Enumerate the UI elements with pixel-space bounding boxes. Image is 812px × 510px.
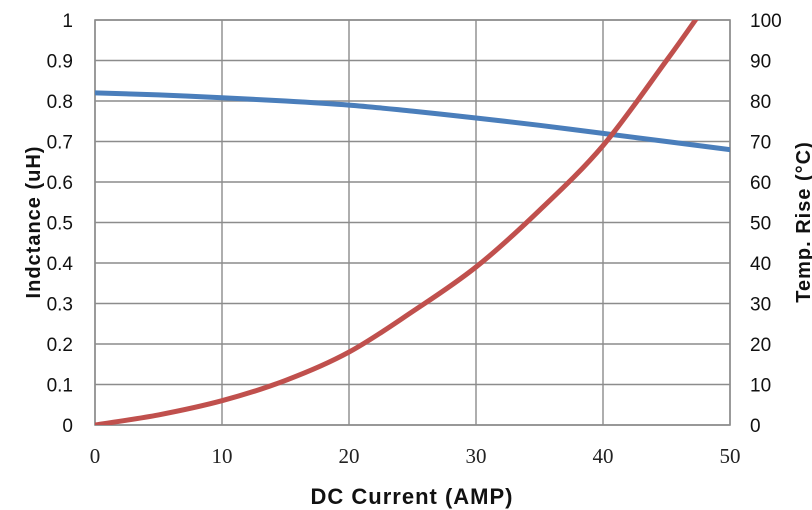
y-left-ticks: 0 0.1 0.2 0.3 0.4 0.5 0.6 0.7 0.8 0.9 1 — [47, 11, 74, 437]
y-left-tick-label: 0.3 — [47, 295, 73, 316]
x-tick-label: 0 — [90, 444, 101, 468]
temp-rise-line — [95, 20, 699, 425]
x-tick-label: 40 — [593, 444, 614, 468]
y-left-axis-title: Indctance (uH) — [23, 146, 45, 299]
x-tick-label: 50 — [720, 444, 741, 468]
y-left-tick-label: 0.9 — [47, 52, 73, 73]
y-right-tick-label: 80 — [750, 92, 771, 113]
y-right-tick-label: 10 — [750, 376, 771, 397]
y-right-tick-label: 0 — [750, 416, 761, 437]
y-right-tick-label: 30 — [750, 295, 771, 316]
y-right-tick-label: 90 — [750, 52, 771, 73]
y-right-tick-label: 70 — [750, 133, 771, 154]
y-left-tick-label: 0.6 — [47, 173, 73, 194]
y-right-tick-label: 60 — [750, 173, 771, 194]
y-right-tick-label: 100 — [750, 11, 782, 32]
y-left-tick-label: 0.1 — [47, 376, 73, 397]
x-axis-title: DC Current (AMP) — [311, 484, 514, 509]
y-left-tick-label: 0.8 — [47, 92, 73, 113]
y-right-tick-label: 40 — [750, 254, 771, 275]
y-right-tick-label: 20 — [750, 335, 771, 356]
y-left-tick-label: 0.5 — [47, 214, 73, 235]
y-left-tick-label: 0 — [62, 416, 73, 437]
x-tick-label: 30 — [466, 444, 487, 468]
y-right-ticks: 0 10 20 30 40 50 60 70 80 90 100 — [750, 11, 782, 437]
y-left-tick-label: 0.4 — [47, 254, 74, 275]
y-left-tick-label: 0.7 — [47, 133, 73, 154]
y-right-axis-title: Temp. Rise (°C) — [793, 141, 812, 303]
series-layer — [95, 20, 730, 425]
y-left-tick-label: 1 — [62, 11, 73, 32]
x-tick-label: 10 — [212, 444, 233, 468]
grid — [94, 19, 731, 426]
y-right-tick-label: 50 — [750, 214, 771, 235]
inductance-line — [95, 90, 730, 153]
x-ticks: 0 10 20 30 40 50 — [90, 444, 741, 468]
y-left-tick-label: 0.2 — [47, 335, 73, 356]
x-tick-label: 20 — [339, 444, 360, 468]
